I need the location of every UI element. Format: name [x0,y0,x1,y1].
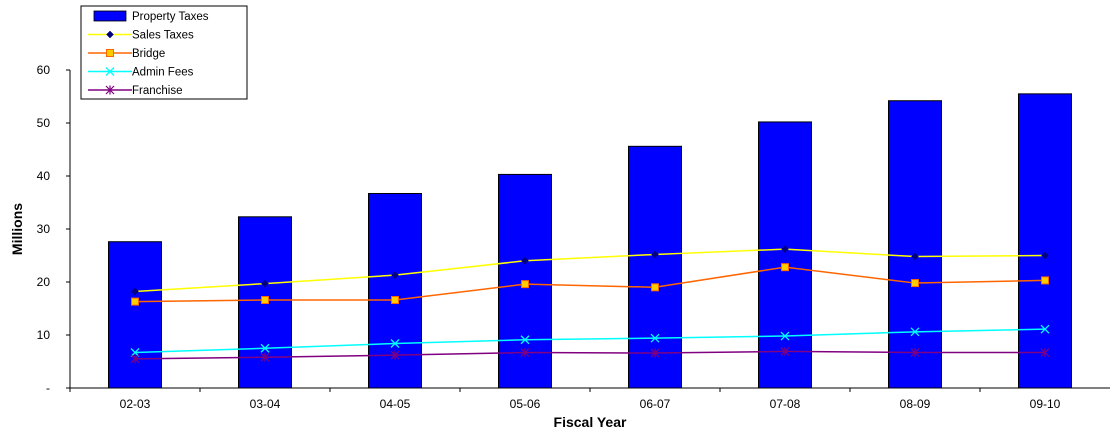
bar-06-07 [628,145,682,389]
point-franchise-08-09 [910,347,920,357]
legend-label: Admin Fees [132,67,194,79]
legend-marker [105,85,115,95]
x-axis-title: Fiscal Year [554,414,627,430]
point-bridge-04-05 [391,296,399,305]
point-bridge-09-10 [1041,276,1049,285]
point-bridge-06-07 [651,283,659,292]
series-line-admin-fees [134,328,1046,354]
legend-item-franchise: Franchise [88,85,183,97]
point-bridge-02-03 [131,297,139,306]
point-admin-fees-02-03 [130,348,140,357]
point-admin-fees-04-05 [390,339,400,348]
point-bridge-07-08 [781,263,789,272]
series-line-bridge [134,266,1046,303]
x-tick-label: 09-10 [1030,397,1061,411]
point-sales-taxes-05-06 [521,256,529,265]
y-tick-label: 10 [37,328,51,342]
point-admin-fees-09-10 [1040,324,1050,334]
legend-label: Property Taxes [132,11,209,23]
point-sales-taxes-07-08 [781,245,789,253]
point-sales-taxes-08-09 [911,252,919,261]
series-line-sales-taxes [134,248,1046,293]
point-sales-taxes-02-03 [131,287,139,296]
point-sales-taxes-03-04 [261,279,269,288]
point-admin-fees-07-08 [780,331,790,341]
legend-label: Franchise [132,85,183,97]
y-tick-label: 50 [37,116,51,130]
legend-item-property-taxes: Property Taxes [93,10,209,23]
y-axis-title: Millions [9,203,25,255]
x-tick-label: 07-08 [770,397,801,411]
x-tick-label: 05-06 [510,397,541,411]
point-bridge-08-09 [911,279,919,288]
point-admin-fees-03-04 [260,343,270,353]
x-tick-label: 04-05 [380,397,411,411]
y-tick-label: 40 [37,169,51,183]
point-sales-taxes-06-07 [651,250,659,259]
bar-08-09 [888,100,942,389]
point-franchise-03-04 [260,352,270,362]
point-franchise-09-10 [1040,347,1050,357]
point-bridge-05-06 [521,280,529,289]
point-bridge-03-04 [261,296,269,305]
legend: Property Taxes Sales Taxes Bridge Admin Fee… [80,5,248,100]
legend-label: Bridge [132,48,165,60]
point-franchise-04-05 [390,350,400,360]
point-admin-fees-06-07 [650,333,660,343]
bar-02-03 [108,241,162,389]
x-tick-label: 02-03 [120,397,151,411]
legend-item-sales-taxes: Sales Taxes [88,30,194,42]
x-tick-label: 08-09 [900,397,931,411]
bars-layer [108,93,1072,389]
point-admin-fees-08-09 [910,327,920,337]
legend-marker [106,49,114,57]
legend-marker [106,30,114,39]
legend-marker [105,67,115,76]
point-sales-taxes-09-10 [1041,251,1049,260]
point-franchise-05-06 [520,347,530,357]
legend-item-admin-fees: Admin Fees [88,67,194,79]
x-tick-label: 06-07 [640,397,671,411]
y-tick-label: 20 [37,275,51,289]
y-tick-label: - [46,381,50,395]
y-tick-label: 60 [37,63,51,77]
point-sales-taxes-04-05 [391,271,399,279]
point-franchise-07-08 [780,346,790,356]
legend-label: Sales Taxes [132,30,194,42]
point-franchise-06-07 [650,348,660,358]
lines-layer [130,245,1050,364]
axes-layer [69,70,1110,389]
legend-swatch [93,10,127,22]
bar-09-10 [1018,93,1072,389]
bar-07-08 [758,121,812,389]
ticks-layer: - 10 20 30 40 50 60 02-03 03-04 04-05 05-06 06-07 07… [37,63,1061,411]
point-admin-fees-05-06 [520,335,530,345]
series-line-franchise [134,350,1045,360]
legend-item-bridge: Bridge [88,48,165,60]
x-tick-label: 03-04 [250,397,281,411]
point-franchise-02-03 [130,354,140,364]
y-tick-label: 30 [37,222,51,236]
